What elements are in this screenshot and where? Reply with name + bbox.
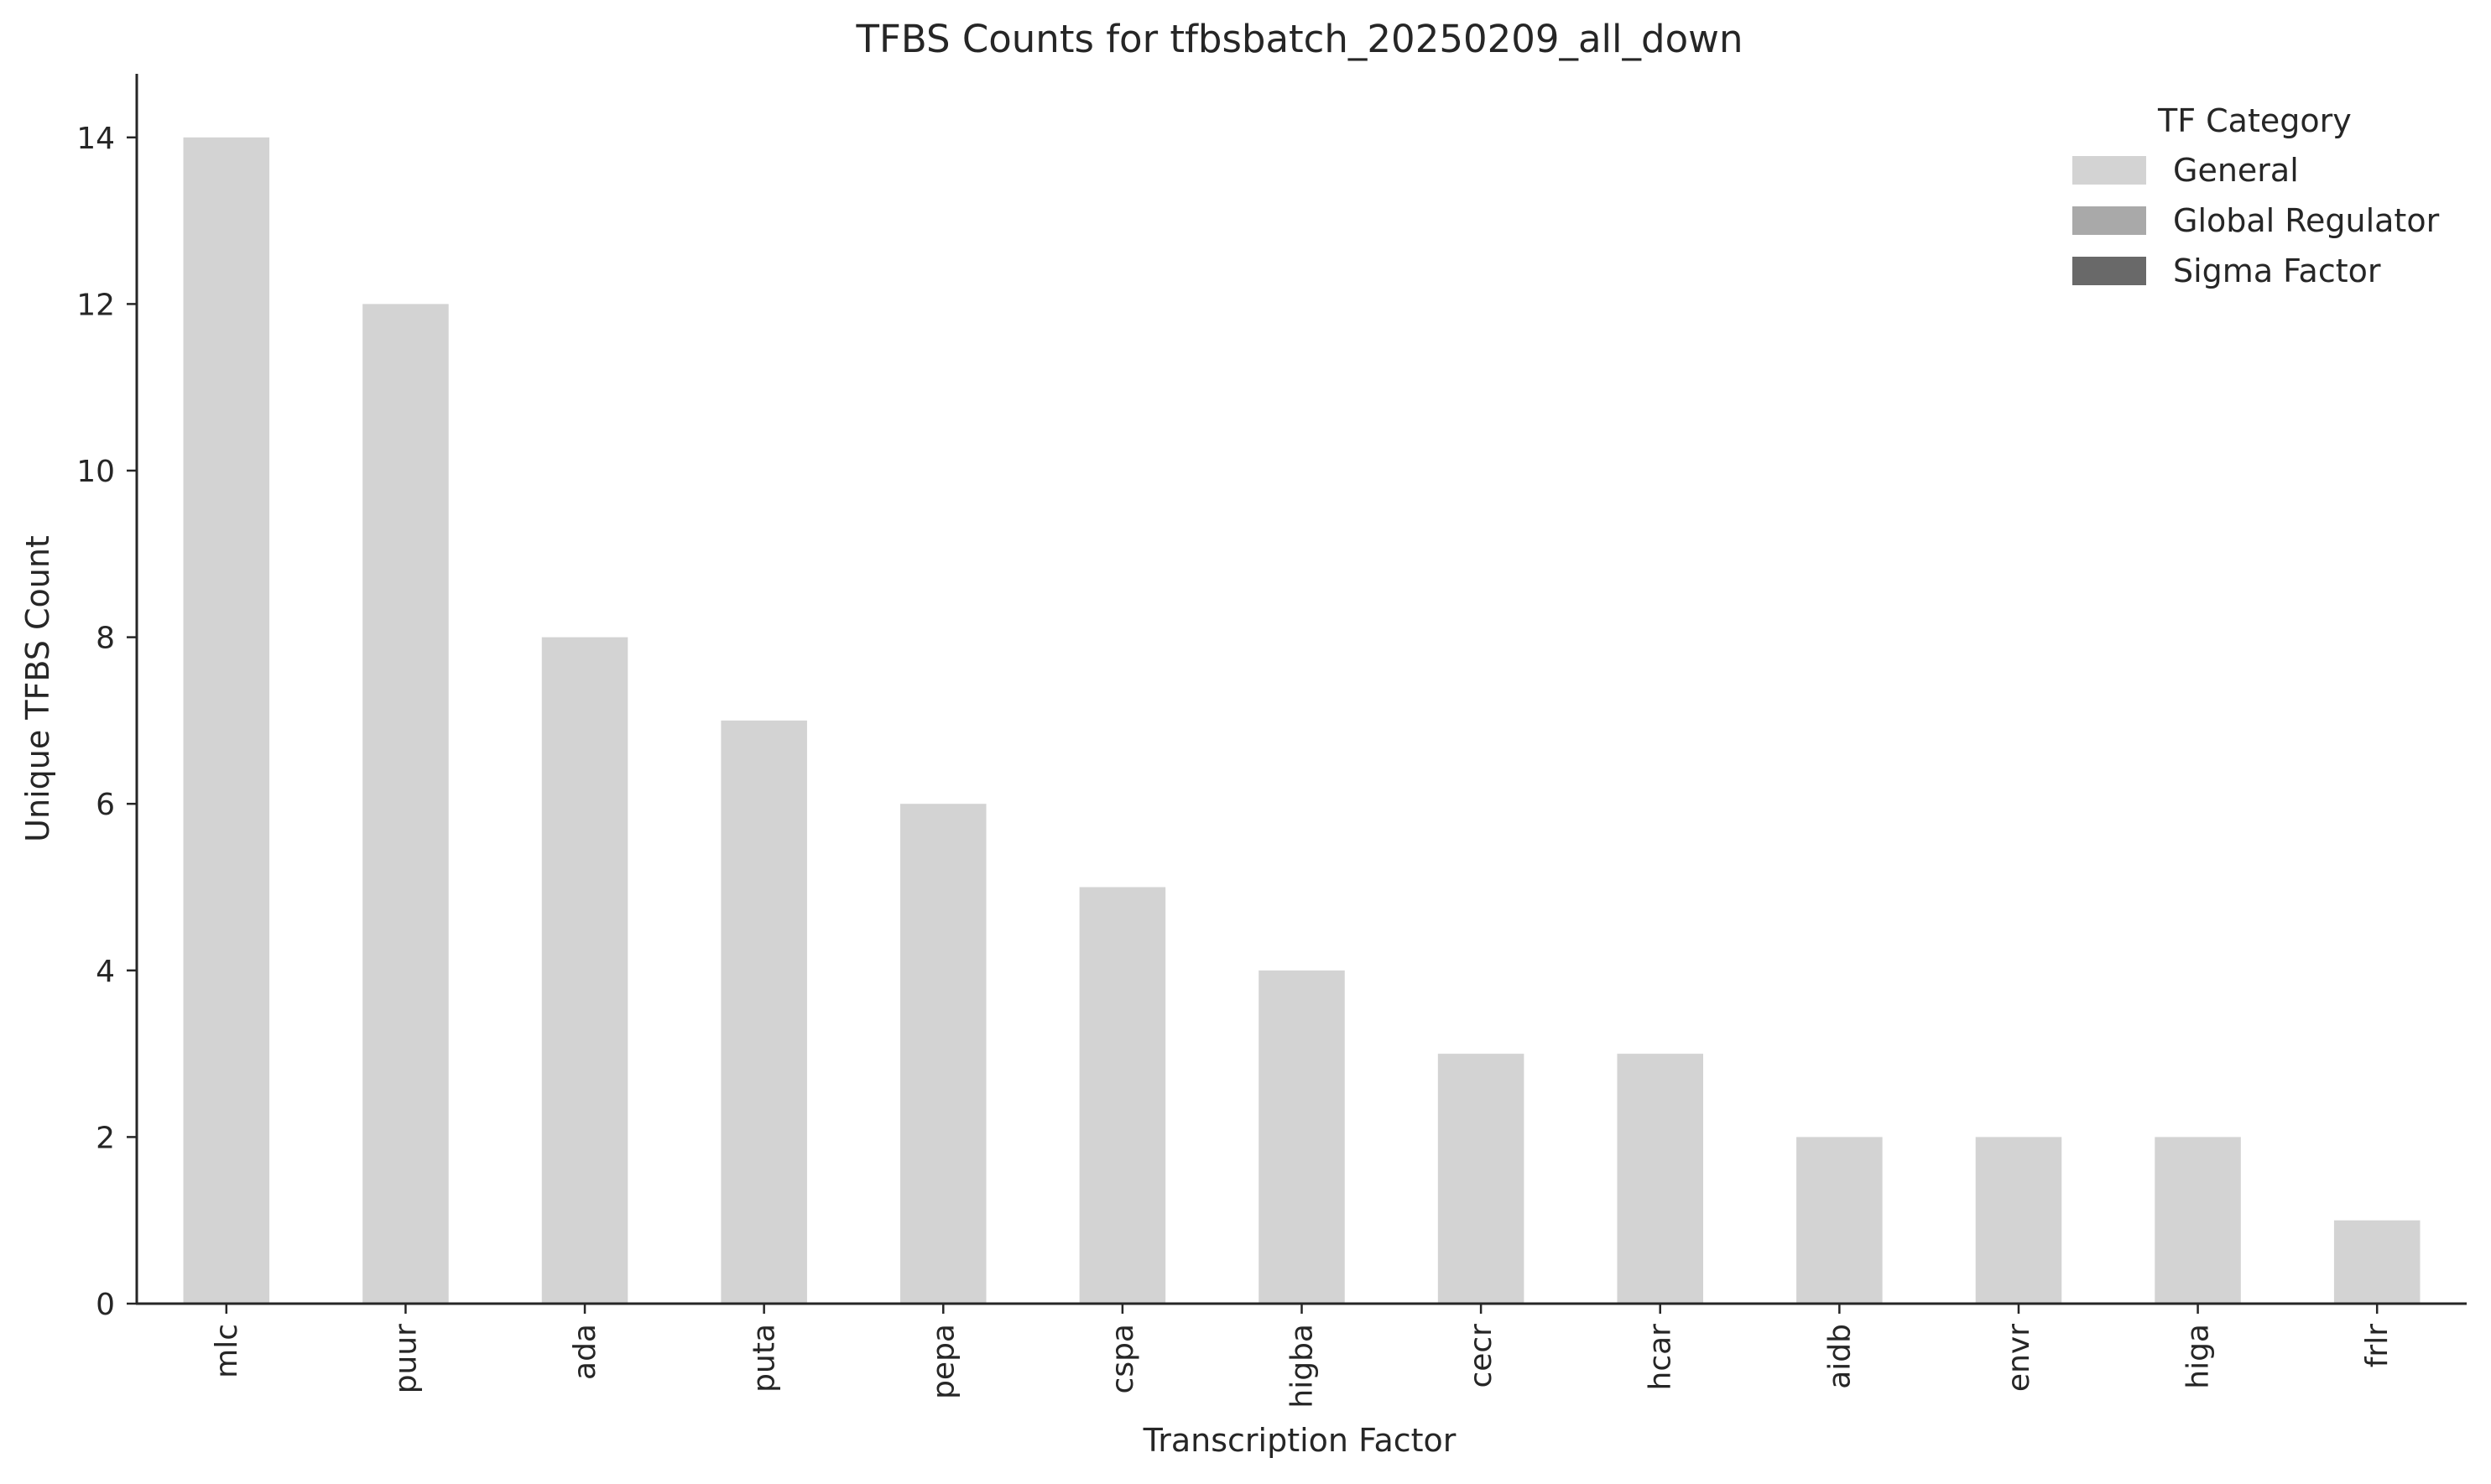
bar-pepa <box>900 804 987 1304</box>
bar-higa <box>2155 1137 2241 1304</box>
legend-label: General <box>2173 152 2299 189</box>
y-axis-title: Unique TFBS Count <box>19 535 56 842</box>
x-axis-title: Transcription Factor <box>1143 1422 1457 1459</box>
x-tick-label: frlr <box>2360 1324 2395 1367</box>
legend-label: Global Regulator <box>2173 202 2440 239</box>
x-tick-label: cspa <box>1106 1324 1140 1393</box>
bar-aidb <box>1796 1137 1883 1304</box>
y-tick-label: 6 <box>96 788 115 822</box>
x-tick-label: ada <box>568 1324 602 1380</box>
bar-puur <box>362 304 449 1304</box>
x-tick-label: pepa <box>926 1324 961 1399</box>
chart-title: TFBS Counts for tfbsbatch_20250209_all_d… <box>856 17 1743 61</box>
legend-swatch <box>2072 156 2146 185</box>
x-tick-label: higba <box>1285 1324 1320 1408</box>
bar-cspa <box>1079 887 1166 1304</box>
legend-swatch <box>2072 206 2146 235</box>
x-tick-label: puta <box>748 1324 782 1393</box>
x-tick-label: mlc <box>210 1324 244 1378</box>
x-tick-label: hcar <box>1644 1324 1678 1391</box>
bar-mlc <box>183 137 270 1304</box>
bar-higba <box>1259 970 1345 1304</box>
legend: TF Category General Global Regulator Sigma… <box>2072 102 2440 289</box>
x-tick-label: higa <box>2181 1324 2216 1389</box>
bar-frlr <box>2333 1220 2421 1304</box>
legend-title: TF Category <box>2157 102 2352 139</box>
y-tick-label: 10 <box>76 455 115 489</box>
x-tick-label: cecr <box>1464 1324 1498 1388</box>
bar-envr <box>1975 1137 2062 1304</box>
bars-group <box>183 137 2421 1304</box>
y-tick-label: 4 <box>96 955 115 989</box>
x-axis-ticks: mlc puur ada puta pepa cspa higba cecr hcar aidb e… <box>210 1304 2395 1408</box>
bar-puta <box>721 720 807 1304</box>
x-tick-label: puur <box>388 1324 423 1393</box>
legend-label: Sigma Factor <box>2173 253 2381 289</box>
bar-cecr <box>1437 1054 1524 1304</box>
legend-entries: General Global Regulator Sigma Factor <box>2072 152 2440 289</box>
y-tick-label: 12 <box>76 288 115 322</box>
x-tick-label: envr <box>2002 1324 2036 1392</box>
y-tick-label: 14 <box>76 122 115 156</box>
y-tick-label: 2 <box>96 1121 115 1155</box>
y-axis-ticks: 0 2 4 6 8 10 12 14 <box>76 122 137 1322</box>
y-tick-label: 0 <box>96 1288 115 1322</box>
bar-ada <box>541 637 628 1304</box>
bar-hcar <box>1617 1054 1703 1304</box>
y-tick-label: 8 <box>96 622 115 656</box>
x-tick-label: aidb <box>1822 1324 1857 1389</box>
legend-swatch <box>2072 257 2146 285</box>
